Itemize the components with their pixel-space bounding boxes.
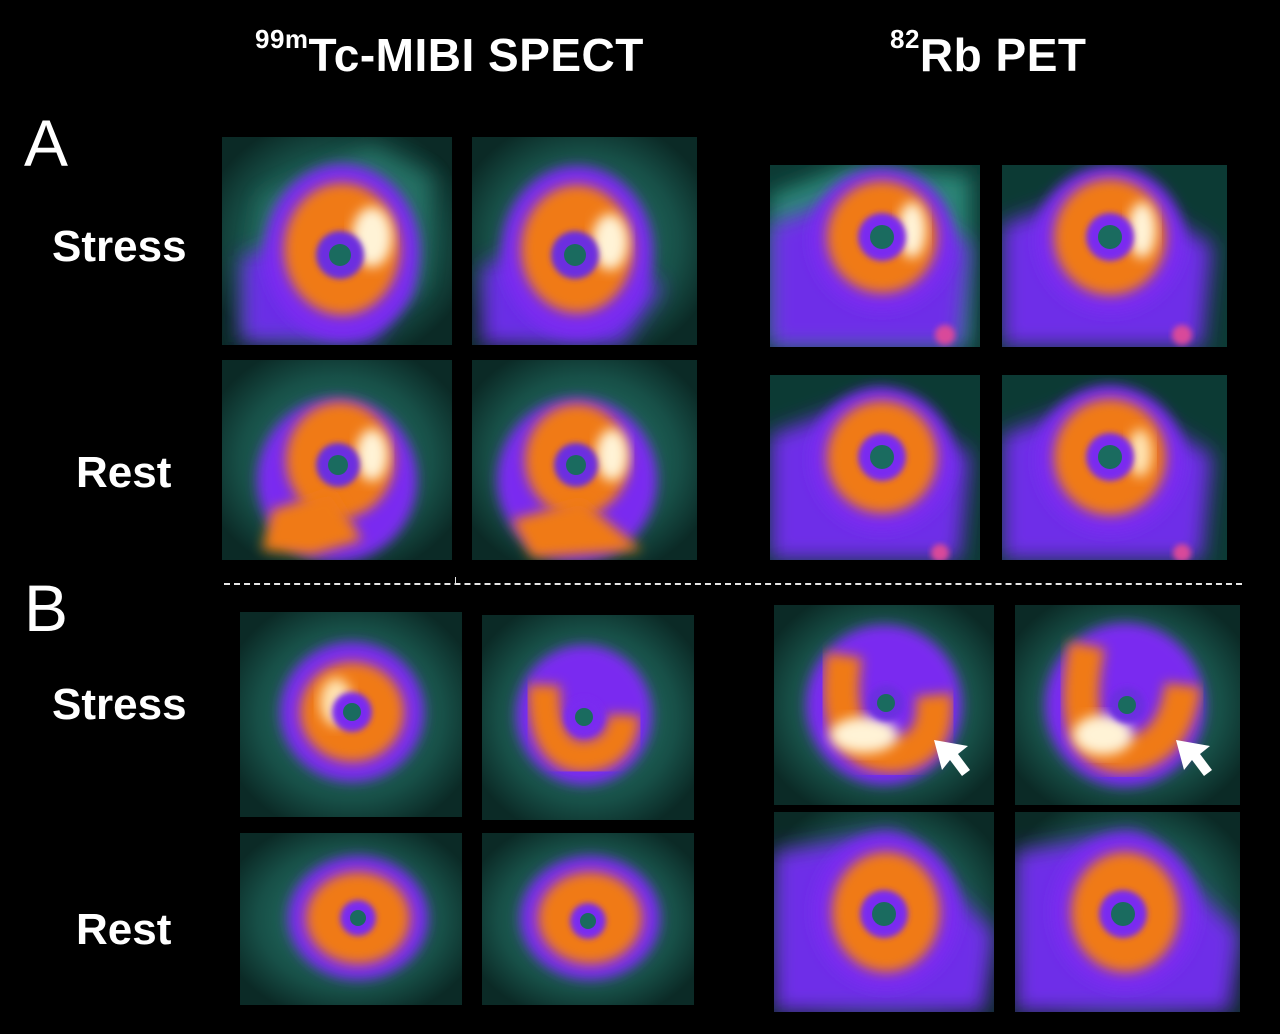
pet-a-rest-2-image — [1002, 375, 1227, 560]
row-label-b-stress: Stress — [52, 680, 187, 729]
spect-a-rest-1-image — [222, 360, 452, 560]
pet-column-header: 82Rb PET — [890, 26, 1087, 82]
pet-a-rest-1-image — [770, 375, 980, 560]
pet-b-stress-1-image — [774, 605, 994, 805]
panel-letter-b: B — [24, 571, 69, 645]
spect-a-rest-2-image — [472, 360, 697, 560]
row-label-a-stress: Stress — [52, 222, 187, 271]
spect-b-stress-2-image — [482, 615, 694, 820]
panel-letter-a: A — [24, 106, 69, 180]
row-label-a-rest: Rest — [76, 448, 172, 497]
spect-b-rest-1-image — [240, 833, 462, 1005]
pet-a-stress-2-image — [1002, 165, 1227, 347]
pet-a-stress-1-image — [770, 165, 980, 347]
divider-tick — [455, 577, 456, 583]
spect-b-stress-1-image — [240, 612, 462, 817]
spect-column-header: 99mTc-MIBI SPECT — [255, 26, 644, 82]
pet-b-rest-1-image — [774, 812, 994, 1012]
arrow-pointer-icon — [1176, 740, 1212, 776]
spect-header-text: Tc-MIBI SPECT — [308, 29, 644, 81]
spect-a-stress-1-image — [222, 137, 452, 345]
row-label-b-rest: Rest — [76, 905, 172, 954]
spect-b-rest-2-image — [482, 833, 694, 1005]
pet-b-rest-2-image — [1015, 812, 1240, 1012]
pet-header-text: Rb PET — [919, 29, 1087, 81]
arrow-pointer-icon — [934, 740, 970, 776]
spect-isotope-superscript: 99m — [255, 24, 309, 54]
spect-a-stress-2-image — [472, 137, 697, 345]
panel-divider — [224, 583, 1242, 585]
pet-isotope-superscript: 82 — [890, 24, 920, 54]
